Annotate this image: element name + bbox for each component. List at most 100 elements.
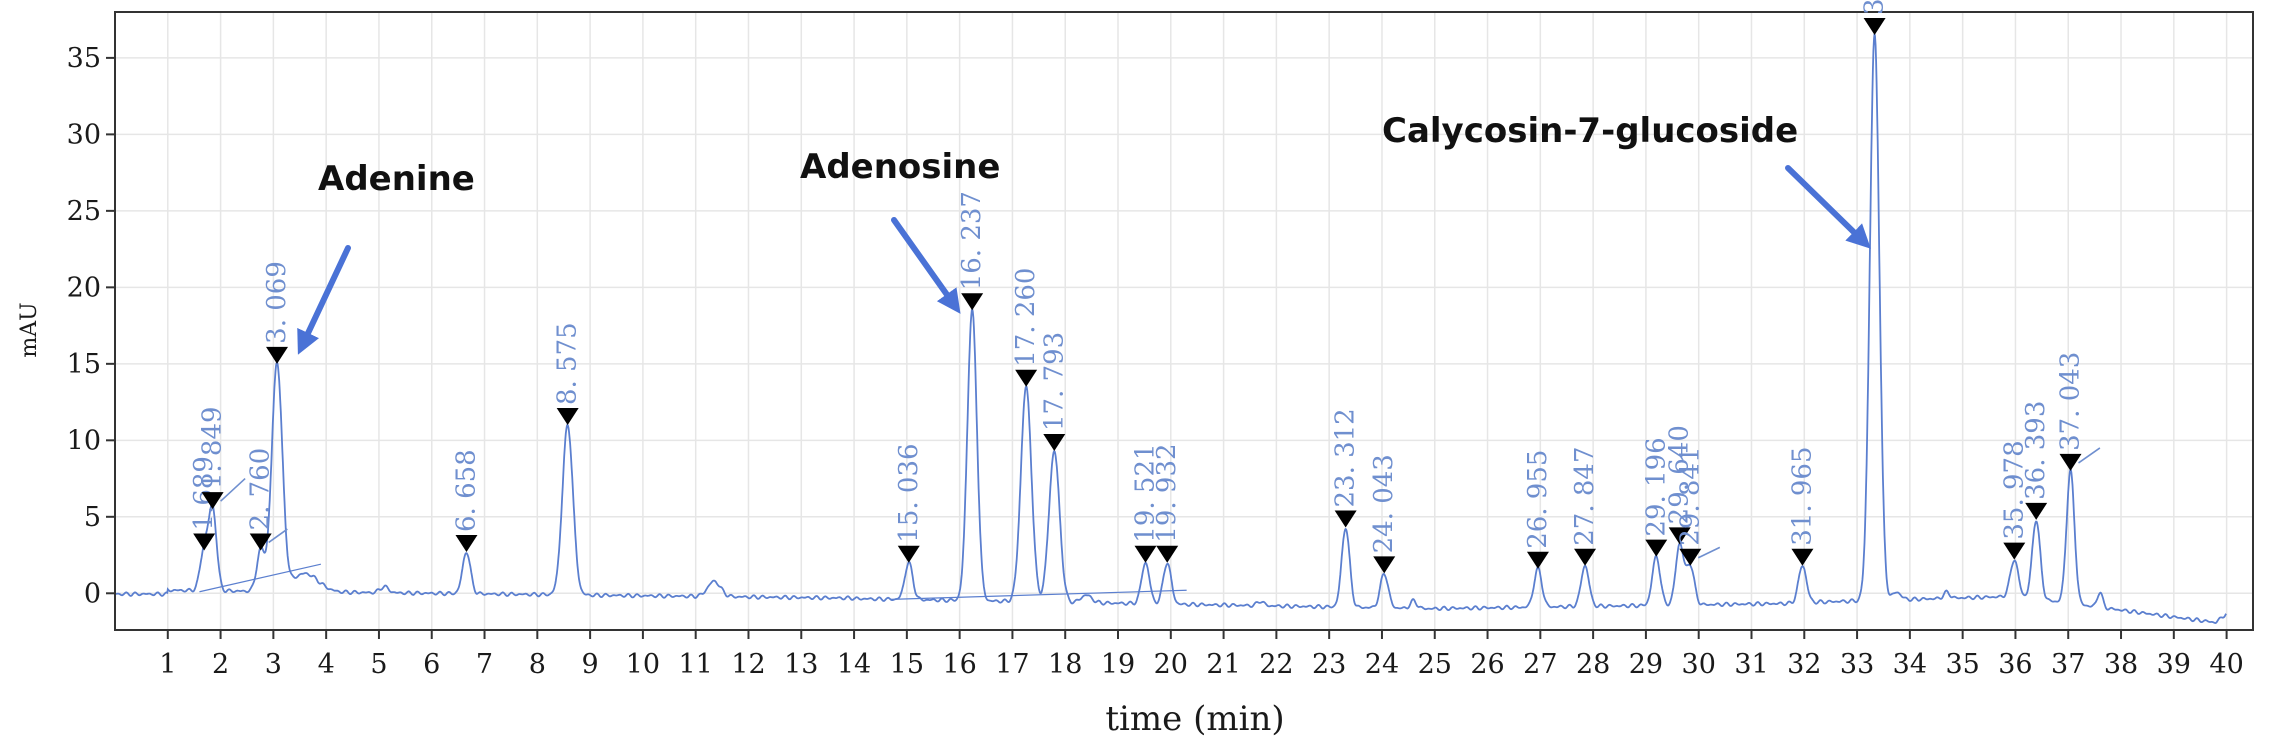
x-tick-label: 19 (1101, 649, 1135, 680)
y-axis-label: mAU (17, 302, 42, 357)
peak-label: 6. 658 (451, 449, 481, 532)
tick-layer: 1 2 3 4 5 6 7 8 9 10 11 12 13 14 15 16 17 18 19 20 21 22 23 24 2… (67, 43, 2244, 680)
y-tick-label: 5 (84, 502, 101, 533)
peak-marker (2003, 542, 2026, 560)
peak-marker (1015, 369, 1038, 387)
annotation-arrow (891, 217, 961, 314)
peak-marker (2059, 453, 2082, 471)
annotation-layer: Adenine Adenosine Calycosin-7-glucoside (297, 111, 1871, 355)
peak-marker (1791, 548, 1814, 566)
x-tick-label: 37 (2051, 649, 2085, 680)
x-tick-label: 20 (1154, 649, 1188, 680)
peak-label: 29. 196 (1641, 437, 1671, 536)
peak-label: 27. 847 (1570, 447, 1600, 546)
y-tick-label: 25 (67, 196, 101, 227)
peak-label: 24. 043 (1369, 454, 1399, 553)
x-tick-label: 33 (1840, 649, 1874, 680)
peak-label: 23. 312 (1331, 408, 1361, 507)
peak-label: 26. 955 (1523, 450, 1553, 549)
x-tick-label: 26 (1470, 649, 1504, 680)
peak-marker (1679, 548, 1702, 566)
x-tick-label: 4 (318, 649, 335, 680)
peak-label: 36. 393 (2021, 401, 2051, 500)
compound-label: Adenine (318, 159, 475, 199)
peak-marker (1334, 510, 1357, 528)
x-tick-label: 16 (942, 649, 976, 680)
x-axis-label: time (min) (1105, 699, 1284, 739)
x-tick-label: 25 (1418, 649, 1452, 680)
peak-label: 33. 332 (1860, 0, 1890, 15)
x-tick-label: 35 (1945, 649, 1979, 680)
peak-label: 16. 237 (957, 191, 987, 290)
peak-label: 29. 841 (1675, 447, 1705, 546)
x-tick-label: 18 (1048, 649, 1082, 680)
x-tick-label: 14 (837, 649, 871, 680)
peak-marker (455, 534, 478, 552)
peak-marker (1043, 434, 1066, 452)
x-tick-label: 28 (1576, 649, 1610, 680)
y-tick-label: 35 (67, 43, 101, 74)
label-leader-line (1697, 546, 1721, 559)
peak-marker (1134, 545, 1157, 563)
peak-marker (249, 533, 272, 551)
peak-label: 17. 260 (1011, 268, 1041, 367)
x-tick-label: 15 (890, 649, 924, 680)
x-tick-label: 32 (1787, 649, 1821, 680)
annotation-arrow (1785, 165, 1871, 249)
peak-marker (266, 346, 289, 364)
peak-marker (2025, 502, 2048, 520)
peak-label: 8. 575 (553, 322, 583, 405)
x-tick-label: 30 (1682, 649, 1716, 680)
x-tick-label: 9 (582, 649, 599, 680)
peak-marker (193, 533, 216, 551)
peak-marker (1156, 545, 1179, 563)
peak-label: 35. 978 (1999, 440, 2029, 539)
y-tick-label: 10 (67, 425, 101, 456)
x-tick-label: 36 (1998, 649, 2032, 680)
x-tick-label: 1 (159, 649, 176, 680)
peak-label: 31. 965 (1787, 447, 1817, 546)
x-tick-label: 10 (626, 649, 660, 680)
x-tick-label: 7 (476, 649, 493, 680)
x-tick-label: 34 (1893, 649, 1927, 680)
x-tick-label: 5 (370, 649, 387, 680)
x-tick-label: 12 (731, 649, 765, 680)
peak-label: 1. 849 (198, 406, 228, 489)
x-tick-label: 21 (1206, 649, 1240, 680)
peak-marker (201, 492, 224, 510)
grid-layer (115, 12, 2253, 630)
peak-label: 19. 932 (1152, 443, 1182, 542)
peak-marker (1645, 539, 1668, 557)
x-tick-label: 22 (1259, 649, 1293, 680)
peak-marker (1526, 551, 1549, 569)
x-tick-label: 40 (2209, 649, 2243, 680)
annotation-arrow (297, 245, 351, 355)
y-tick-label: 15 (67, 349, 101, 380)
x-tick-label: 38 (2104, 649, 2138, 680)
label-leader-line (268, 528, 288, 544)
integration-baseline (890, 589, 1187, 601)
peak-label: 2. 760 (246, 448, 276, 531)
peak-marker (556, 408, 579, 426)
x-tick-label: 27 (1523, 649, 1557, 680)
peak-marker (961, 293, 984, 311)
y-tick-label: 20 (67, 272, 101, 303)
integration-baseline (199, 563, 322, 593)
compound-label: Adenosine (800, 147, 1000, 187)
peak-label: 37. 043 (2056, 352, 2086, 451)
x-tick-label: 11 (679, 649, 713, 680)
trace-layer (114, 33, 2227, 625)
compound-label: Calycosin-7-glucoside (1382, 111, 1798, 151)
peak-label: 15. 036 (894, 443, 924, 542)
peak-label: 19. 521 (1131, 443, 1161, 542)
chromatogram-trace (114, 33, 2227, 625)
peak-label: 29. 640 (1665, 425, 1695, 524)
x-tick-label: 8 (529, 649, 546, 680)
x-tick-label: 13 (784, 649, 818, 680)
x-tick-label: 17 (995, 649, 1029, 680)
peak-label: 3. 069 (262, 261, 292, 344)
peak-marker (1574, 548, 1597, 566)
